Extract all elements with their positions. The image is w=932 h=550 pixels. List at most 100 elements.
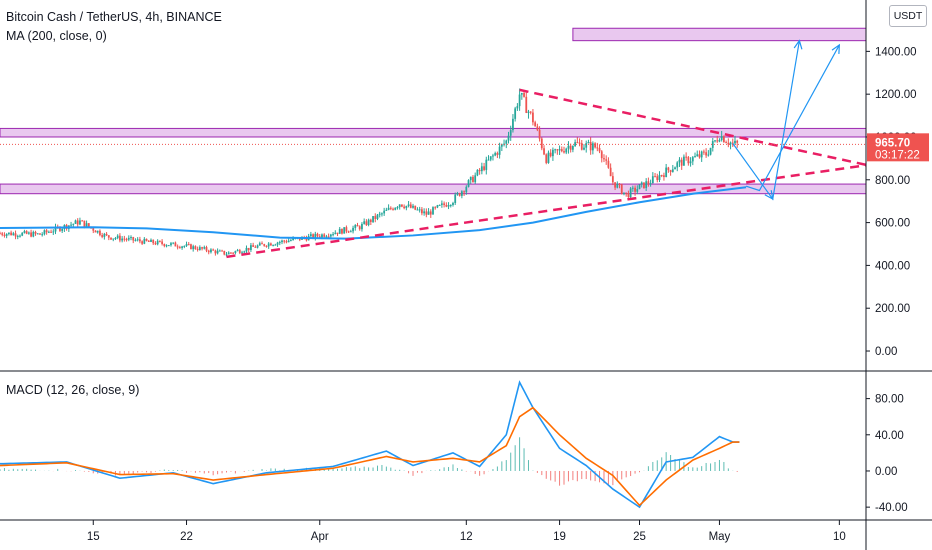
candle-body-115: [254, 246, 257, 248]
candle-body-234: [518, 94, 521, 107]
candle-body-278: [616, 183, 619, 188]
candle-body-86: [190, 244, 192, 250]
candle-body-220: [487, 159, 490, 161]
candle-body-147: [325, 236, 328, 238]
candle-body-114: [252, 245, 255, 247]
projection-arrow-1: [732, 40, 800, 201]
candle-body-293: [649, 183, 652, 185]
candle-body-237: [525, 96, 528, 113]
candle-body-209: [463, 191, 465, 193]
candle-body-82: [181, 246, 183, 248]
candle-body-183: [405, 205, 408, 209]
candle-body-96: [212, 249, 215, 251]
candle-body-223: [494, 153, 497, 156]
candle-body-55: [121, 238, 124, 241]
candle-body-167: [369, 219, 372, 222]
candle-body-250: [554, 149, 557, 151]
candle-body-89: [196, 248, 199, 250]
candle-body-226: [500, 144, 503, 147]
ma-indicator-label: MA (200, close, 0): [6, 29, 107, 43]
candle-body-317: [703, 151, 705, 153]
candle-body-166: [367, 219, 370, 226]
candle-body-138: [305, 237, 308, 241]
candle-body-171: [378, 213, 381, 215]
candle-body-181: [401, 204, 403, 207]
candle-body-229: [507, 135, 510, 141]
candle-body-248: [549, 152, 552, 157]
candle-body-91: [201, 247, 203, 249]
candle-body-10: [21, 232, 24, 236]
candle-body-177: [392, 208, 394, 210]
candle-body-298: [660, 175, 663, 177]
candle-body-97: [214, 250, 217, 254]
candle-body-315: [698, 154, 701, 158]
candle-body-85: [187, 244, 190, 246]
candle-body-94: [207, 250, 210, 253]
projection-arrow-head-3: [831, 43, 841, 54]
time-tick-label-6: May: [709, 531, 731, 543]
candle-body-27: [59, 227, 61, 231]
candle-body-140: [309, 234, 312, 237]
candle-body-322: [714, 140, 716, 142]
candle-body-61: [134, 240, 137, 242]
candle-body-73: [161, 241, 163, 244]
candle-body-242: [536, 126, 539, 130]
candle-body-93: [205, 247, 208, 251]
candle-body-198: [438, 204, 441, 206]
candle-body-84: [185, 244, 188, 246]
time-tick-label-4: 19: [553, 531, 566, 543]
candle-body-92: [203, 247, 206, 249]
candle-body-320: [709, 147, 712, 155]
candle-body-103: [227, 252, 230, 255]
candle-body-280: [620, 184, 623, 194]
candle-body-211: [467, 180, 470, 187]
candle-body-104: [230, 252, 232, 254]
candle-body-152: [336, 232, 339, 234]
candle-body-150: [332, 234, 334, 236]
candle-body-273: [605, 159, 608, 161]
time-tick-label-3: 12: [460, 531, 473, 543]
candle-body-160: [354, 225, 357, 228]
candle-body-81: [178, 247, 181, 249]
candle-body-0: [0, 233, 1, 235]
candle-body-327: [725, 142, 728, 144]
candle-body-7: [14, 233, 17, 237]
projection-arrow-head-1: [764, 190, 774, 201]
candle-body-142: [314, 233, 317, 239]
candle-body-208: [460, 191, 463, 196]
candle-body-144: [318, 236, 321, 238]
candle-body-156: [345, 227, 348, 232]
candle-body-164: [363, 221, 366, 224]
candle-body-311: [689, 161, 692, 164]
candle-body-5: [10, 232, 13, 236]
candle-body-303: [671, 169, 674, 172]
candle-body-251: [556, 149, 559, 151]
macd-line: [0, 380, 740, 509]
candle-body-45: [99, 230, 101, 236]
projection-arrow-head-2: [793, 39, 803, 50]
candle-body-63: [138, 239, 141, 242]
candle-body-295: [654, 176, 656, 178]
candle-body-25: [54, 226, 57, 232]
price-tick-label-6: 200.00: [875, 303, 910, 315]
candle-body-217: [480, 166, 483, 172]
candle-body-292: [647, 181, 650, 184]
macd-tick-label-2: 0.00: [875, 466, 897, 478]
candle-body-148: [327, 236, 330, 238]
candle-body-314: [696, 154, 699, 157]
candle-body-276: [611, 176, 614, 183]
candle-body-6: [12, 233, 15, 236]
currency-badge[interactable]: USDT: [889, 5, 927, 27]
candle-body-125: [276, 242, 279, 245]
candle-body-291: [645, 181, 648, 189]
resistance-zone-0: [0, 127, 867, 138]
candle-body-281: [623, 192, 625, 194]
candle-body-157: [347, 231, 350, 233]
candle-body-325: [720, 136, 723, 141]
candle-body-161: [356, 225, 359, 227]
candle-body-165: [365, 221, 368, 226]
candle-body-60: [132, 237, 135, 241]
candle-body-236: [523, 93, 525, 97]
